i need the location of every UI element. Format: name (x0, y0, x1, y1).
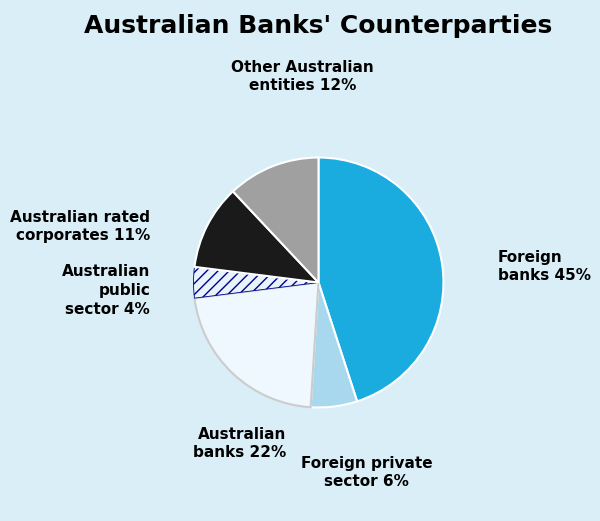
Title: Australian Banks' Counterparties: Australian Banks' Counterparties (85, 14, 553, 38)
Text: Australian
public
sector 4%: Australian public sector 4% (62, 265, 150, 317)
Wedge shape (194, 282, 319, 407)
Text: Other Australian
entities 12%: Other Australian entities 12% (231, 60, 374, 93)
Text: Australian rated
corporates 11%: Australian rated corporates 11% (10, 209, 150, 243)
Wedge shape (319, 157, 443, 401)
Wedge shape (194, 267, 319, 298)
Wedge shape (311, 282, 357, 407)
Text: Foreign private
sector 6%: Foreign private sector 6% (301, 455, 433, 489)
Wedge shape (233, 157, 319, 282)
Text: Foreign
banks 45%: Foreign banks 45% (498, 250, 591, 283)
Wedge shape (194, 191, 319, 282)
Text: Australian
banks 22%: Australian banks 22% (193, 427, 286, 461)
